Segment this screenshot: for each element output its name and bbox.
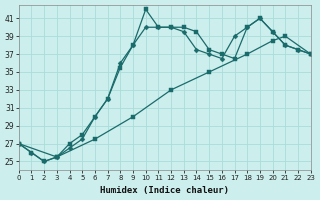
X-axis label: Humidex (Indice chaleur): Humidex (Indice chaleur) xyxy=(100,186,229,195)
